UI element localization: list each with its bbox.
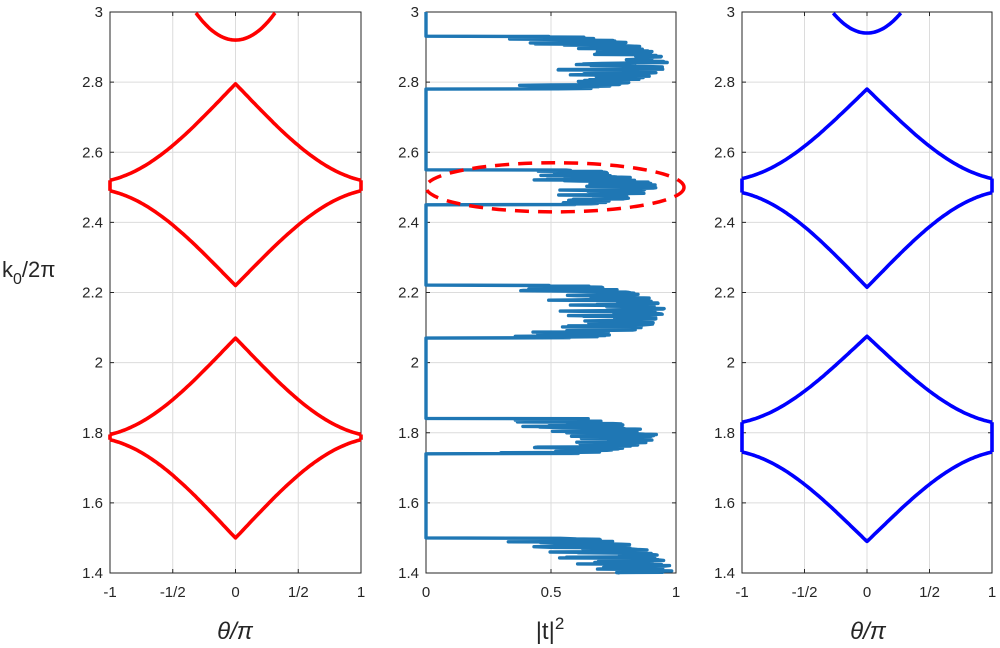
x-tick-label: -1 (735, 584, 748, 601)
band-2-lower (741, 190, 993, 290)
band-curves (108, 11, 363, 540)
panel-middle-transmission: 0 0.5 1 1.4 1.6 1.8 2 2.2 2.4 2.6 2.8 3 (398, 4, 686, 601)
y-tick-label: 2.6 (82, 144, 103, 161)
y-tick-label: 2.8 (82, 74, 103, 91)
band-3-lower (831, 11, 903, 35)
y-tick-label: 1.4 (82, 565, 103, 582)
y-tick-label: 2.8 (398, 74, 419, 91)
y-tick-label: 2.6 (398, 144, 419, 161)
band-1-upper (109, 336, 362, 437)
y-tick-label: 1.8 (82, 425, 103, 442)
y-tick-label: 2.2 (398, 285, 419, 302)
x-tick-label: -1 (103, 584, 116, 601)
y-tick-label: 1.6 (398, 495, 419, 512)
x-axis-label-middle-main: |t| (536, 618, 555, 645)
x-tick-label: 0 (863, 584, 871, 601)
y-tick-label: 3 (727, 4, 735, 21)
y-axis-label: k0/2π (2, 257, 55, 288)
band-1-lower (741, 450, 993, 544)
y-tick-label: 2.4 (398, 214, 419, 231)
highlight-ellipse (424, 161, 686, 214)
y-tick-label: 2.4 (714, 214, 735, 231)
panel-right-dispersion: -1 -1/2 0 1/2 1 1.4 1.6 1.8 2 2.2 2.4 2.6 2.8 3 (714, 4, 996, 601)
x-tick-label: 1 (357, 584, 365, 601)
y-tick-label: 1.8 (398, 425, 419, 442)
y-tick-label: 3 (411, 4, 419, 21)
y-tick-label: 1.6 (82, 495, 103, 512)
y-tick-label: 2.2 (714, 285, 735, 302)
y-axis-label-subscript: 0 (13, 271, 22, 288)
band-curves (740, 11, 994, 544)
x-tick-label: -1/2 (160, 584, 186, 601)
band-3-lower (194, 11, 277, 42)
y-tick-label: 2 (411, 355, 419, 372)
y-tick-label: 2 (95, 355, 103, 372)
y-tick-label: 2.2 (82, 285, 103, 302)
band-2-lower (109, 189, 362, 288)
y-axis-label-rest: /2π (22, 257, 56, 282)
x-tick-label: 0.5 (541, 584, 562, 601)
band-2-upper (109, 82, 362, 183)
x-tick-label: -1/2 (792, 584, 818, 601)
y-tick-label: 1.4 (398, 565, 419, 582)
x-tick-label: 1 (672, 584, 680, 601)
band-1-lower (109, 438, 362, 540)
y-tick-label: 2.6 (714, 144, 735, 161)
y-tick-label: 2 (727, 355, 735, 372)
y-tick-label: 2.4 (82, 214, 103, 231)
x-axis-label-middle: |t|2 (536, 614, 565, 645)
x-tick-label: 0 (422, 584, 430, 601)
x-axis-label-right: θ/π (850, 618, 887, 645)
y-tick-label: 2.8 (714, 74, 735, 91)
band-2-upper (741, 87, 993, 181)
grid (109, 11, 362, 574)
x-tick-label: 1 (988, 584, 996, 601)
y-tick-label: 1.6 (714, 495, 735, 512)
y-tick-label: 1.8 (714, 425, 735, 442)
x-tick-label: 1/2 (288, 584, 309, 601)
band-1-upper (741, 334, 993, 424)
panel-left-dispersion: -1 -1/2 0 1/2 1 1.4 1.6 1.8 2 2.2 2.4 2.6 2.8 3 (82, 4, 365, 601)
y-tick-label: 1.4 (714, 565, 735, 582)
x-tick-label: 0 (231, 584, 239, 601)
x-axis-label-left: θ/π (217, 618, 254, 645)
x-axis-label-middle-superscript: 2 (555, 614, 564, 633)
y-axis-label-k: k (2, 257, 14, 282)
x-tick-label: 1/2 (919, 584, 940, 601)
y-tick-label: 3 (95, 4, 103, 21)
transmission-curve (424, 10, 674, 575)
